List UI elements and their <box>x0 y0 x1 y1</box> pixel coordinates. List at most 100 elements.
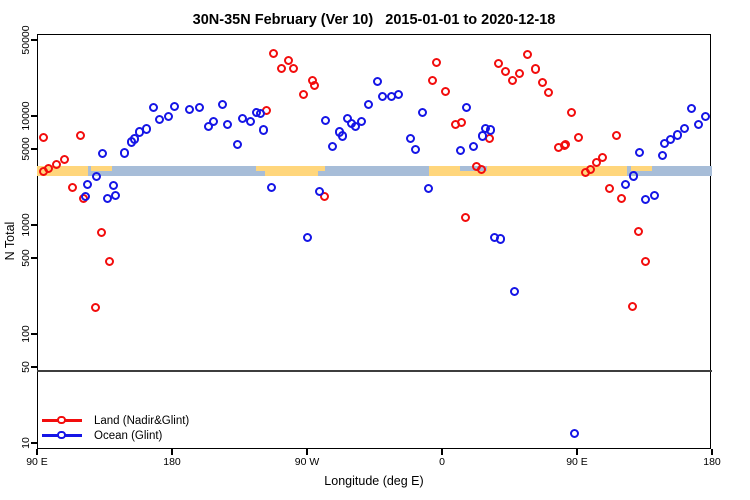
map-strip-segment-land <box>37 165 88 177</box>
data-point-ocean <box>569 429 580 439</box>
data-point-ocean <box>410 144 421 155</box>
x-tick-label: 180 <box>703 456 721 468</box>
data-point-ocean <box>129 134 139 144</box>
data-point-ocean <box>82 179 92 190</box>
data-point-ocean <box>255 109 265 119</box>
data-point-ocean <box>314 186 325 197</box>
map-strip-segment-land <box>428 165 627 177</box>
data-point-ocean <box>148 102 158 112</box>
y-tick <box>31 366 37 368</box>
data-point-ocean <box>455 145 466 156</box>
data-point-land <box>51 159 61 169</box>
data-point-ocean <box>337 131 347 141</box>
x-tick <box>576 449 578 455</box>
map-strip-segment-land <box>317 165 325 172</box>
data-point-land <box>604 183 614 193</box>
data-point-ocean <box>485 125 496 135</box>
data-point-ocean <box>461 102 472 112</box>
data-point-ocean <box>102 193 112 203</box>
data-point-land <box>75 130 85 140</box>
y-tick <box>31 39 37 41</box>
y-tick-label: 1000 <box>20 213 32 237</box>
data-point-ocean <box>217 99 227 109</box>
plot-box <box>37 34 711 449</box>
data-point-land <box>460 212 470 223</box>
data-point-land <box>493 58 503 69</box>
data-point-land <box>616 193 626 203</box>
data-point-land <box>298 89 308 99</box>
data-point-ocean <box>97 148 107 158</box>
data-point-land <box>514 68 524 78</box>
data-point-ocean <box>108 180 118 190</box>
x-axis-label: Longitude (deg E) <box>324 474 424 488</box>
data-point-ocean <box>363 99 373 109</box>
data-point-ocean <box>141 124 151 134</box>
data-point-ocean <box>628 171 638 181</box>
data-point-ocean <box>634 147 644 157</box>
data-point-land <box>59 154 70 164</box>
data-point-ocean <box>356 116 367 127</box>
legend: Land (Nadir&Glint) Ocean (Glint) <box>42 413 189 443</box>
data-point-ocean <box>258 125 268 135</box>
map-strip-ocean-base <box>37 165 712 177</box>
x-tick-label: 0 <box>439 456 445 468</box>
data-point-ocean <box>110 190 121 200</box>
y-tick-label: 500 <box>20 249 32 267</box>
data-point-ocean <box>393 89 403 99</box>
threshold-line <box>37 369 712 372</box>
data-point-ocean <box>377 91 388 101</box>
data-point-land <box>319 191 329 201</box>
data-point-land <box>309 80 319 90</box>
data-point-ocean <box>495 234 505 244</box>
data-point-ocean <box>350 121 361 131</box>
map-strip-segment-land <box>631 165 652 172</box>
legend-label-ocean: Ocean (Glint) <box>94 429 163 442</box>
data-point-ocean <box>119 148 130 158</box>
chart-title: 30N-35N February (Ver 10) 2015-01-01 to … <box>192 12 556 28</box>
data-point-ocean <box>266 182 277 192</box>
data-point-land <box>507 75 517 85</box>
data-point-land <box>543 87 553 98</box>
data-point-ocean <box>672 130 682 140</box>
land-circle-icon <box>57 415 66 425</box>
data-point-land <box>500 66 511 76</box>
data-point-ocean <box>700 111 710 122</box>
data-point-ocean <box>154 114 164 124</box>
data-point-ocean <box>80 191 91 201</box>
data-point-land <box>597 152 607 162</box>
data-point-ocean <box>245 116 256 127</box>
x-tick <box>441 449 443 455</box>
y-tick-label: 50000 <box>20 25 32 55</box>
data-point-land <box>38 166 49 177</box>
x-tick <box>171 449 173 455</box>
data-point-ocean <box>679 123 689 133</box>
data-point-ocean <box>203 122 214 132</box>
data-point-land <box>476 164 487 175</box>
x-tick-label: 90 W <box>294 456 320 468</box>
data-point-land <box>611 130 622 140</box>
ocean-circle-icon <box>57 430 66 440</box>
data-point-ocean <box>423 183 433 193</box>
map-strip-segment-land <box>91 165 112 172</box>
data-point-ocean <box>657 150 667 160</box>
x-tick <box>36 449 38 455</box>
data-point-land <box>67 182 77 192</box>
y-tick-label: 10 <box>20 437 32 449</box>
data-point-ocean <box>468 141 478 151</box>
y-tick-label: 50 <box>20 361 32 373</box>
data-point-ocean <box>620 179 631 190</box>
y-axis-label: N Total <box>3 221 17 261</box>
data-point-land <box>566 107 577 117</box>
y-tick-label: 100 <box>20 325 32 343</box>
y-tick <box>31 257 37 259</box>
data-point-ocean <box>693 119 703 129</box>
data-point-ocean <box>91 172 101 182</box>
data-point-ocean <box>327 141 337 151</box>
data-point-land <box>440 86 451 96</box>
data-point-ocean <box>169 101 179 112</box>
data-point-land <box>633 227 643 237</box>
y-tick-label: 5000 <box>20 137 32 161</box>
data-point-land <box>591 157 601 167</box>
map-strip-segment-land <box>256 165 265 172</box>
data-point-ocean <box>232 139 242 149</box>
